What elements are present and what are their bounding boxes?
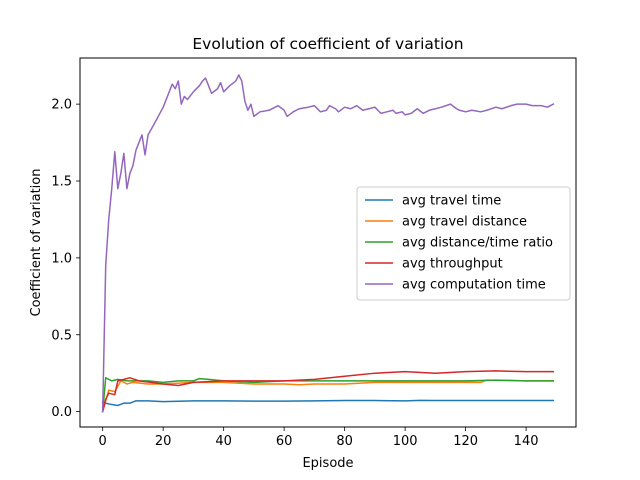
x-tick-label: 80 [336,434,353,449]
series-line-4 [101,74,555,413]
x-tick-label: 40 [215,434,232,449]
y-axis: 0.0 0.5 1.0 1.5 2.0 [51,98,80,420]
legend-label-0: avg travel time [402,194,501,209]
x-tick-label: 140 [514,434,539,449]
legend: avg travel time avg travel distance avg di… [356,186,571,301]
x-tick-label: 60 [276,434,293,449]
x-axis-title: Episode [302,456,353,471]
x-tick-label: 0 [99,434,107,449]
x-tick-label: 100 [393,434,418,449]
series-lines [101,74,555,413]
x-tick-label: 120 [453,434,478,449]
series-line-0 [101,399,555,407]
x-tick-label: 20 [155,434,172,449]
legend-label-3: avg throughput [402,257,503,272]
chart-title: Evolution of coefficient of variation [192,35,463,53]
x-axis: 0 20 40 60 80 100 120 140 [99,427,539,449]
legend-label-2: avg distance/time ratio [402,236,553,251]
y-tick-label: 2.0 [51,98,72,113]
y-tick-label: 0.0 [51,405,72,420]
legend-box [356,186,571,301]
y-tick-label: 1.5 [51,175,72,190]
y-axis-title: Coefficient of variation [29,169,44,317]
series-line-1 [101,379,555,413]
legend-label-4: avg computation time [402,278,546,293]
y-tick-label: 0.5 [51,328,72,343]
plot-frame [79,57,577,428]
legend-label-1: avg travel distance [402,215,527,230]
series-line-3 [101,370,555,413]
y-tick-label: 1.0 [51,251,72,266]
series-line-2 [101,377,555,413]
